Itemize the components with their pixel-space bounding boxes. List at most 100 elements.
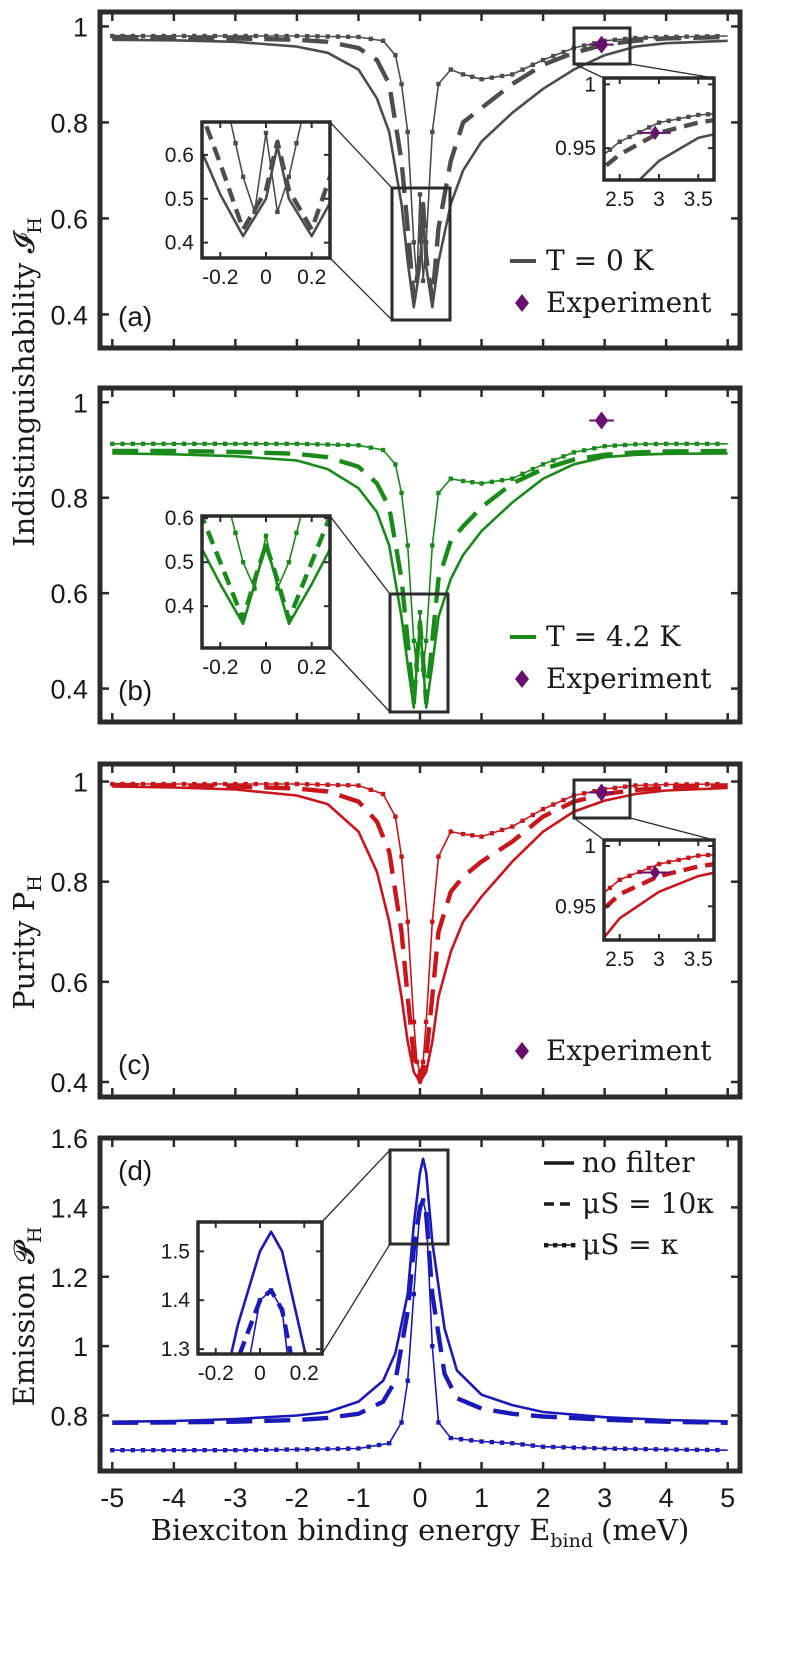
panel-c: 0.4 0.6 0.8 1 (c) Experiment 0.95 1 2.5 3 3.5 Purit… [7,761,743,1100]
series-b-dotted-marker [380,447,386,453]
series-a-dotted-marker [274,33,279,39]
experiment-point-c [589,783,614,802]
series-c-dotted-marker [294,781,300,787]
series-b-dotted-marker [460,478,466,484]
ytick-label-b: 1 [73,388,88,418]
series-b-dotted-marker [274,441,279,447]
legend-experiment-marker [515,1042,529,1060]
inset-series-b-solid [202,543,330,626]
series-b-dotted-marker [346,442,351,448]
series-c-dotted-marker [653,782,659,788]
y-axis-label-main: Purity P [7,892,41,1010]
inset-experiment-point-a-diamond [649,125,661,140]
inset-series [202,122,330,238]
series-d-dotted-marker [581,1445,587,1451]
inset-xtick-label: -0.2 [202,656,238,679]
series-b-dotted-marker [414,667,420,672]
series-d-dotted-marker [192,1447,197,1453]
series-c-dotted-marker [202,781,207,787]
series-d-dotted-marker [346,1446,351,1451]
series-b-dotted-marker [356,443,361,448]
connector [573,817,605,841]
series-b-dotted-marker [602,444,607,449]
series-a-dotted-marker [520,67,525,72]
series-c-dotted-marker [612,785,618,791]
connector [573,63,605,79]
series-b-dotted-marker [202,441,207,447]
series-b-dotted-marker [489,479,494,485]
legend-d: no filter μS = 10κ μS = κ [544,1146,714,1261]
series-b-dotted-marker [694,441,700,447]
legend-dot [562,1243,567,1248]
series-d-dotted-marker [551,1444,556,1450]
series-c-dotted-marker [304,782,310,787]
xtick-label-d: 2 [536,1483,551,1513]
series-b-dotted-marker [663,441,669,447]
series-b-dotted-marker [499,478,505,483]
series-d-dotted-marker [436,1420,441,1425]
inset-series-c-dotted-marker [607,885,613,891]
series-b-dotted-marker [212,441,218,447]
ytick-label-a: 0.8 [50,108,88,138]
legend-b: T = 4.2 K Experiment [510,620,712,695]
series-c-dotted-marker [335,782,341,788]
inset-xtick-label: 0 [260,656,272,679]
inset-ytick-label: 1.3 [161,1338,190,1361]
y-axis-label-a: Indistinguishability 𝓘H [7,217,46,547]
inset-experiment-point-a [639,125,671,140]
series-b-dotted-marker [448,476,453,481]
inset-a-0: 0.4 0.5 0.6 -0.2 0 0.2 [165,120,452,322]
series-d-dotted-marker [622,1446,628,1451]
inset-series-a-dotted-marker [286,174,292,180]
zoom-region-b [388,592,450,714]
series-a-dotted-marker [140,33,146,39]
xtick-label-d: 4 [659,1483,674,1513]
series-d-dotted-marker [263,1447,269,1453]
series-d-dotted-marker [571,1445,577,1450]
series-b-dotted-marker [436,490,441,496]
series-c-dotted-marker [284,781,289,787]
inset-ytick-label: 0.6 [165,144,194,167]
series-b-dotted-marker [171,441,177,447]
series-b-dotted-marker [561,454,566,459]
inset-series-a-dotted-marker [617,139,622,144]
series-c-dotted-marker [130,781,136,787]
series-b-dotted-marker [622,442,628,448]
series-a-dotted-marker [294,33,300,39]
series-c-dotted-marker [581,791,587,796]
y-axis-label-sub: H [24,217,46,234]
series-d-dotted-marker [243,1447,248,1453]
series-b-dotted-marker [222,441,228,447]
zoom-region-a [390,186,452,322]
series-d-dotted-marker [684,1447,689,1452]
inset-series-c-dotted-marker [686,855,691,860]
series-c-dotted-marker [110,781,115,787]
legend-experiment-marker [515,670,529,688]
legend-experiment-marker [515,294,529,312]
series-d-dotted-marker [489,1439,494,1445]
inset-series-a-dotted-marker [705,112,711,117]
series-a-dotted-marker [694,34,700,39]
series-a-dotted-marker [181,33,187,39]
series-a-dotted-marker [643,35,648,40]
series-c-dotted-marker [704,781,710,787]
series-d-solid [112,1157,728,1423]
ytick-label-b: 0.8 [50,484,88,514]
series-a-dotted-marker [130,33,136,39]
x-axis-label-sub: bind [550,1530,593,1552]
series-a-dotted-marker [470,74,475,79]
panel-a: 0.4 0.6 0.8 1 (a) T = 0 K Experiment 0.4 0.5 0.6 -… [7,9,743,547]
series-c-dotted-marker [405,919,410,924]
inset-series-c-dotted-marker [627,873,632,879]
series-c-dotted-marker [414,1059,420,1065]
series-group-d [110,1157,728,1453]
series-d-dotted-marker [469,1438,474,1443]
inset-series-a-dotted-marker [627,134,632,140]
series-c-dotted-marker [436,854,441,859]
inset-ytick-label: 0.95 [555,137,596,160]
series-a-dotted-marker [202,33,207,39]
series-c-dotted-markers [110,781,720,1075]
ytick-label-d: 1.2 [50,1263,88,1293]
series-b-dotted-marker [540,462,546,467]
